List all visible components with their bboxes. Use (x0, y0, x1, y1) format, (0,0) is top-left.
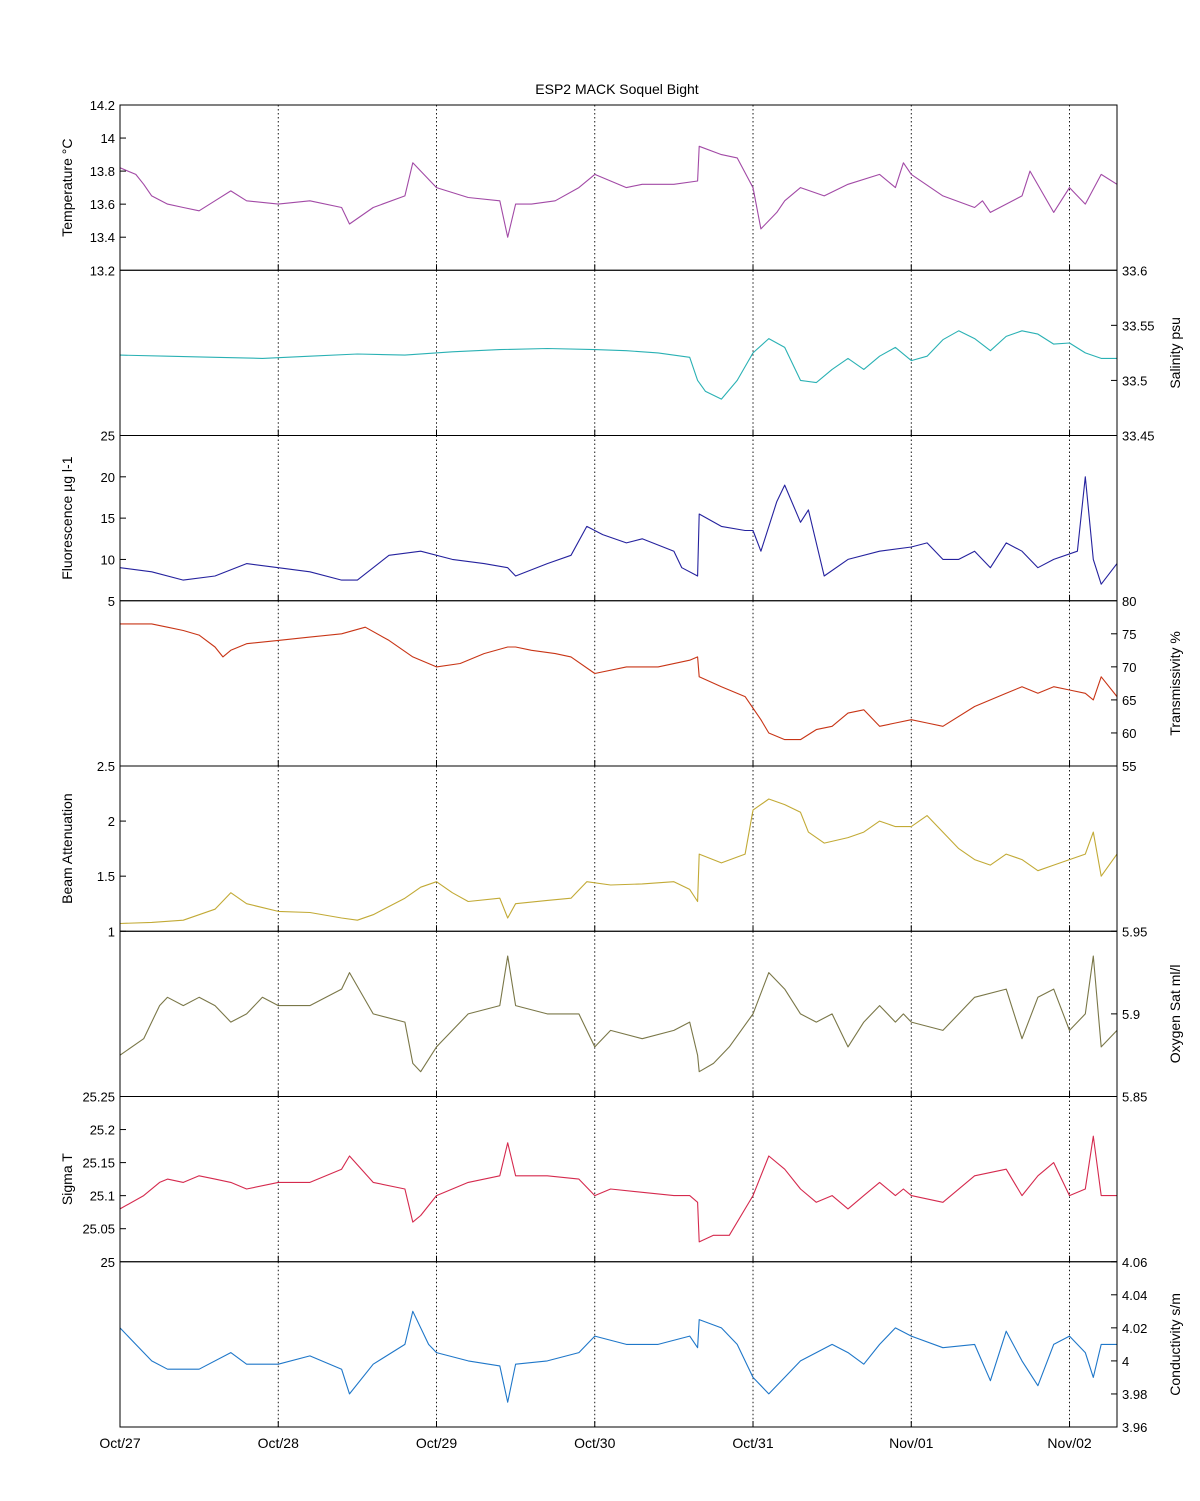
y-tick-label: 4 (1122, 1354, 1129, 1369)
series-line-3 (120, 623, 1118, 741)
y-tick-label: 1.5 (97, 869, 115, 884)
y-tick-label: 4.04 (1122, 1288, 1147, 1303)
y-top-label: 5.95 (1122, 924, 1147, 939)
series-line-5 (119, 955, 1118, 1073)
series-line-2 (119, 476, 1118, 585)
panel-frame (119, 435, 1118, 602)
x-tick-label: Oct/29 (416, 1435, 457, 1451)
x-tick-label: Nov/02 (1047, 1435, 1092, 1451)
y-tick-label: 13.8 (90, 164, 115, 179)
y-tick-label: 2 (108, 814, 115, 829)
x-tick-label: Oct/28 (258, 1435, 299, 1451)
series-line-6 (119, 1135, 1117, 1243)
series-line-4 (119, 798, 1118, 925)
y-tick-label: 33.5 (1122, 373, 1147, 388)
panel-3: 60 65 70 75 80 55 Transmissivity % (119, 594, 1183, 774)
panel-frame (119, 269, 1118, 436)
panel-1: 33.5 33.55 33.6 33.45 Salinity psu (119, 263, 1183, 444)
y-bottom-label: 3.96 (1122, 1420, 1147, 1435)
x-tick-label: Oct/31 (732, 1435, 773, 1451)
y-tick-label: 20 (101, 470, 115, 485)
y-tick-label: 3.98 (1122, 1387, 1147, 1402)
y-tick-label: 25.15 (82, 1156, 115, 1171)
y-tick-label: 13.4 (90, 230, 115, 245)
panel-5: 5.9 5.95 5.85 Oxygen Sat ml/l (119, 924, 1183, 1105)
y-tick-label: 25.1 (90, 1189, 115, 1204)
panel-2: 10 15 20 25 5 Fluorescence µg l-1 (59, 429, 1118, 609)
y-axis-label: Transmissivity % (1167, 631, 1183, 736)
panel-0: 13.4 13.6 13.8 14 14.2 13.2 Temperature °C (59, 98, 1118, 278)
series-line-1 (119, 330, 1117, 400)
y-tick-label: 70 (1122, 660, 1136, 675)
y-tick-label: 10 (101, 552, 115, 567)
y-tick-label: 25.05 (82, 1222, 115, 1237)
y-top-label: 33.6 (1122, 263, 1147, 278)
y-axis-label: Beam Attenuation (59, 793, 75, 904)
series-line-7 (119, 1310, 1117, 1403)
y-tick-label: 5.9 (1122, 1007, 1140, 1022)
y-axis-label: Sigma T (59, 1153, 75, 1205)
x-axis: Oct/27 Oct/28 Oct/29 Oct/30 Oct/31 Nov/01 Nov/… (99, 1435, 1092, 1451)
panel-7: 3.98 4 4.02 4.04 4.06 3.96 Conductivity s/m (119, 1255, 1183, 1435)
y-bottom-label: 5 (108, 594, 115, 609)
x-tick-label: Oct/27 (99, 1435, 140, 1451)
y-tick-label: 13.6 (90, 197, 115, 212)
panel-frame (119, 765, 1118, 932)
y-axis-label: Oxygen Sat ml/l (1167, 964, 1183, 1063)
y-tick-label: 65 (1122, 693, 1136, 708)
series-line-0 (119, 145, 1118, 238)
y-top-label: 14.2 (90, 98, 115, 113)
y-tick-label: 14 (101, 131, 115, 146)
y-tick-label: 1 (108, 924, 115, 939)
y-bottom-label: 13.2 (90, 263, 115, 278)
panel-frame (119, 1096, 1118, 1263)
y-axis-label: Conductivity s/m (1167, 1293, 1183, 1396)
y-bottom-label: 25 (101, 1255, 115, 1270)
y-tick-label: 33.55 (1122, 318, 1155, 333)
y-tick-label: 15 (101, 511, 115, 526)
y-axis-label: Fluorescence µg l-1 (59, 456, 75, 579)
y-top-label: 25.25 (82, 1090, 115, 1105)
y-tick-label: 60 (1122, 726, 1136, 741)
y-tick-label: 4.02 (1122, 1321, 1147, 1336)
y-axis-label: Salinity psu (1167, 317, 1183, 389)
panel-6: 25.05 25.1 25.15 25.2 25.25 25 Sigma T (59, 1090, 1118, 1270)
x-tick-label: Nov/01 (889, 1435, 934, 1451)
panel-frame (119, 930, 1118, 1097)
y-bottom-label: 33.45 (1122, 429, 1155, 444)
y-top-label: 4.06 (1122, 1255, 1147, 1270)
panel-frame (119, 104, 1118, 271)
y-bottom-label: 5.85 (1122, 1090, 1147, 1105)
y-bottom-label: 55 (1122, 759, 1136, 774)
y-tick-label: 25.2 (90, 1123, 115, 1138)
y-top-label: 25 (101, 429, 115, 444)
y-axis-label: Temperature °C (59, 139, 75, 237)
chart-title: ESP2 MACK Soquel Bight (535, 81, 699, 97)
y-tick-label: 75 (1122, 627, 1136, 642)
panel-frame (119, 1261, 1118, 1428)
y-top-label: 80 (1122, 594, 1136, 609)
x-tick-label: Oct/30 (574, 1435, 615, 1451)
panel-frame (119, 600, 1118, 767)
panel-4: 1 1.5 2 2.5 Beam Attenuation (59, 759, 1118, 939)
y-top-label: 2.5 (97, 759, 115, 774)
